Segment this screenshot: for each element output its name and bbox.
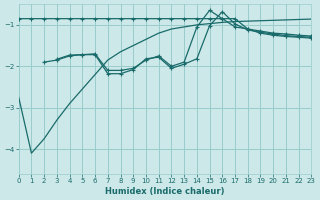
X-axis label: Humidex (Indice chaleur): Humidex (Indice chaleur): [105, 187, 225, 196]
